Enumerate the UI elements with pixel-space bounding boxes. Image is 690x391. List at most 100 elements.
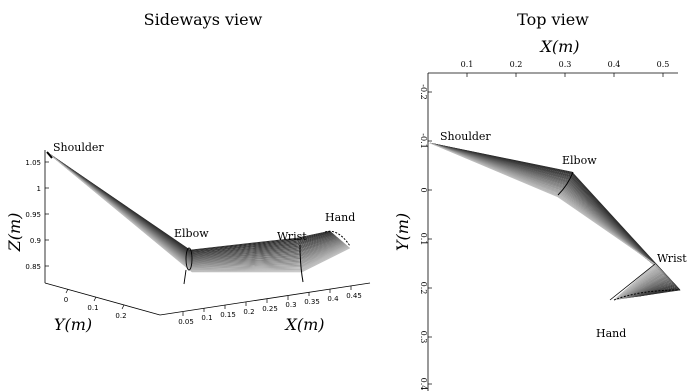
top-x-tick-label: 0.1 [461, 60, 474, 69]
side-x-axis-label: X(m) [283, 315, 324, 334]
arm-posture-line [429, 142, 667, 299]
top-x-tick-label: 0.4 [608, 60, 621, 69]
top-label-hand: Hand [596, 327, 626, 340]
side-arm-trajectories [47, 152, 351, 273]
arm-posture-line [429, 142, 676, 298]
arm-posture-line [429, 142, 673, 298]
top-y-tick-label: 0.2 [419, 282, 428, 295]
side-z-tick-label: 0.9 [30, 237, 41, 245]
side-y-axis-label: Y(m) [54, 315, 92, 334]
top-x-tick-label: 0.3 [559, 60, 572, 69]
side-shoulder-marker [46, 151, 53, 159]
arm-posture-line [429, 142, 679, 297]
arm-posture-line [429, 142, 667, 299]
side-z-tick-label: 1.05 [25, 159, 41, 167]
side-label-hand: Hand [325, 211, 355, 224]
side-z-tick-label: 0.85 [25, 263, 41, 271]
side-x-tick-label: 0.4 [327, 295, 339, 303]
arm-posture-line [47, 152, 351, 273]
top-x-tick-label: 0.5 [657, 60, 670, 69]
side-z-tick-label: 0.95 [25, 211, 41, 219]
arm-posture-line [429, 142, 676, 298]
arm-posture-line [429, 142, 672, 298]
top-x-axis-label: X(m) [538, 37, 579, 56]
sideways-view-chart: Sideways view 1.05 1 0.95 0.9 0.85 Z(m) [5, 10, 371, 334]
top-y-tick-label: 0.4 [419, 378, 428, 391]
side-x-tick-label: 0.1 [201, 314, 212, 322]
arm-posture-line [429, 142, 680, 297]
arm-posture-line [429, 142, 664, 300]
side-label-shoulder: Shoulder [53, 141, 104, 154]
arm-posture-line [429, 142, 668, 299]
top-y-axis-label: Y(m) [393, 213, 412, 251]
top-y-tick-label: -0.2 [419, 84, 428, 99]
top-y-tick-label: -0.1 [419, 133, 428, 148]
arm-posture-line [429, 142, 669, 299]
arm-posture-line [429, 142, 673, 298]
arm-posture-line [429, 142, 679, 297]
arm-posture-line [429, 142, 664, 299]
arm-posture-line [429, 142, 681, 297]
top-y-tick-label: 0.1 [419, 233, 428, 246]
arm-posture-line [429, 142, 670, 299]
arm-posture-line [429, 142, 675, 298]
arm-posture-line [429, 142, 678, 297]
sideways-view-title: Sideways view [144, 10, 263, 29]
side-axes-frame [44, 150, 371, 316]
top-view-title: Top view [517, 10, 589, 29]
top-arm-trajectories [429, 142, 681, 301]
arm-posture-line [429, 142, 667, 299]
arm-posture-line [429, 142, 670, 298]
side-label-elbow: Elbow [174, 227, 209, 240]
arm-posture-line [429, 142, 665, 299]
top-label-wrist: Wrist [657, 252, 687, 265]
top-hand-curve [613, 289, 681, 301]
side-z-axis-label: Z(m) [5, 213, 24, 253]
side-x-tick-label: 0.35 [304, 298, 320, 306]
top-y-tick-label: 0 [419, 187, 428, 192]
arm-posture-line [429, 142, 679, 297]
top-y-tick-label: 0.3 [419, 331, 428, 344]
side-label-wrist: Wrist [277, 230, 307, 243]
side-x-tick-label: 0.2 [243, 308, 254, 316]
arm-posture-line [429, 142, 677, 297]
arm-posture-line [429, 142, 666, 299]
arm-posture-line [429, 142, 677, 297]
arm-posture-line [429, 142, 665, 299]
arm-posture-line [429, 142, 674, 298]
arm-posture-line [429, 142, 670, 299]
side-wrist-curve [299, 244, 304, 283]
arm-posture-line [429, 142, 669, 299]
side-z-ticks [45, 161, 49, 267]
arm-posture-line [429, 142, 671, 298]
top-x-tick-label: 0.2 [510, 60, 523, 69]
arm-posture-line [429, 142, 681, 297]
side-x-ticks [182, 286, 352, 316]
arm-posture-line [429, 142, 673, 298]
top-y-ticks [428, 91, 432, 385]
arm-posture-line [429, 142, 678, 297]
side-z-tick-label: 1 [37, 185, 41, 193]
arm-posture-line [429, 142, 674, 298]
arm-posture-line [429, 142, 663, 300]
side-x-tick-label: 0.3 [285, 301, 296, 309]
arm-posture-line [429, 142, 672, 298]
top-label-shoulder: Shoulder [440, 130, 491, 143]
top-label-elbow: Elbow [562, 154, 597, 167]
arm-posture-line [429, 142, 656, 301]
arm-posture-line [429, 142, 666, 299]
side-x-tick-label: 0.05 [178, 318, 194, 326]
top-elbow-marker [557, 171, 574, 196]
top-view-chart: Top view X(m) 0.1 0.2 0.3 0.4 0.5 [393, 10, 687, 391]
top-wrist-curve [609, 263, 656, 301]
side-x-tick-label: 0.15 [220, 311, 236, 319]
side-y-tick-label: 0.1 [87, 304, 98, 312]
arm-posture-line [429, 142, 668, 299]
side-elbow-stem [183, 269, 187, 285]
arm-posture-line [429, 142, 676, 297]
side-y-ticks [65, 288, 125, 310]
top-axes-frame [427, 72, 678, 391]
arm-posture-line [429, 142, 665, 299]
arm-posture-line [429, 142, 671, 298]
